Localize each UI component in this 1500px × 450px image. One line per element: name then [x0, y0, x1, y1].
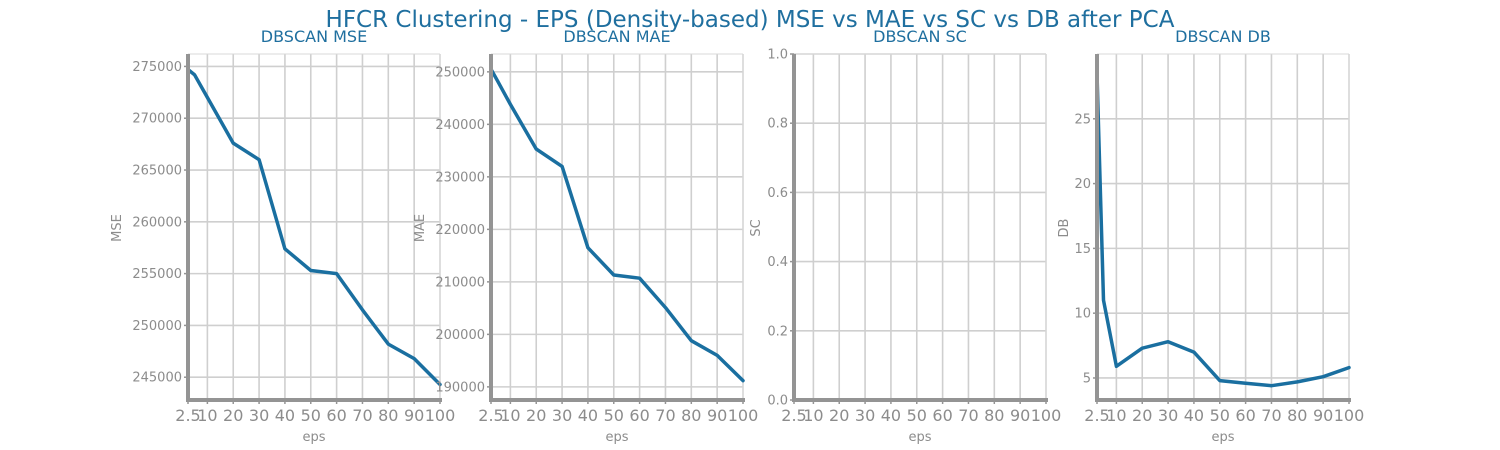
- y-tick-label: 200000: [435, 328, 485, 343]
- x-tick-label: 70: [1261, 406, 1281, 425]
- figure-title: HFCR Clustering - EPS (Density-based) MS…: [326, 7, 1175, 33]
- y-axis-label-sc: SC: [749, 219, 764, 236]
- y-tick-label: 250000: [435, 65, 485, 80]
- x-tick-label: 20: [223, 406, 243, 425]
- y-tick-label: 0.2: [767, 324, 788, 339]
- x-tick-label: 70: [958, 406, 978, 425]
- y-tick-label: 255000: [132, 267, 182, 282]
- y-tick-label: 210000: [435, 275, 485, 290]
- x-tick-label: 100: [1031, 406, 1062, 425]
- x-tick-label: 50: [907, 406, 927, 425]
- series-line-mae: [489, 67, 745, 383]
- y-tick-label: 20: [1074, 177, 1091, 192]
- x-tick-label: 60: [1235, 406, 1255, 425]
- y-axis-label-mae: MAE: [413, 214, 428, 242]
- x-tick-label: 20: [1132, 406, 1152, 425]
- x-tick-label: 2.5: [781, 406, 806, 425]
- y-tick-label: 5: [1083, 371, 1091, 386]
- y-tick-label: 0.6: [767, 186, 788, 201]
- x-tick-label: 30: [249, 406, 269, 425]
- x-tick-label: 30: [1158, 406, 1178, 425]
- y-tick-label: 25: [1074, 112, 1091, 127]
- y-tick-label: 1.0: [767, 48, 788, 63]
- y-axis-label-db: DB: [1057, 219, 1072, 238]
- chart-title-sc: DBSCAN SC: [873, 27, 967, 46]
- y-tick-label: 0.0: [767, 394, 788, 409]
- x-tick-label: 90: [1313, 406, 1333, 425]
- x-tick-label: 40: [881, 406, 901, 425]
- x-tick-label: 90: [404, 406, 424, 425]
- y-tick-label: 240000: [435, 118, 485, 133]
- grid-sc: [793, 53, 1047, 401]
- x-tick-label: 40: [578, 406, 598, 425]
- y-tick-label: 245000: [132, 371, 182, 386]
- x-axis-label-mae: eps: [605, 430, 628, 445]
- chart-title-mse: DBSCAN MSE: [261, 27, 367, 46]
- grid-db: [1096, 54, 1350, 400]
- chart-title-db: DBSCAN DB: [1175, 27, 1271, 46]
- x-tick-label: 40: [1184, 406, 1204, 425]
- y-tick-label: 220000: [435, 223, 485, 238]
- y-tick-label: 275000: [132, 60, 182, 75]
- x-tick-label: 80: [1287, 406, 1307, 425]
- x-tick-label: 30: [855, 406, 875, 425]
- x-tick-label: 10: [1106, 406, 1126, 425]
- chart-panel-db: DBSCAN DB eps DB 2.510 20 30 40 50 60 70 80 90 10…: [1057, 27, 1364, 445]
- y-tick-label: 15: [1074, 242, 1091, 257]
- chart-panel-mae: DBSCAN MAE eps MAE 2.510 20 30 40 50 60 70 80 90…: [413, 27, 758, 445]
- x-tick-label: 50: [604, 406, 624, 425]
- y-tick-label: 265000: [132, 164, 182, 179]
- y-tick-label: 250000: [132, 319, 182, 334]
- x-tick-label: 50: [301, 406, 321, 425]
- x-axis-label-mse: eps: [302, 430, 325, 445]
- x-tick-label: 90: [1010, 406, 1030, 425]
- y-tick-label: 190000: [435, 380, 485, 395]
- x-tick-label: 70: [655, 406, 675, 425]
- x-tick-label: 20: [526, 406, 546, 425]
- grid-mse: [187, 54, 441, 400]
- x-tick-label: 10: [500, 406, 520, 425]
- x-tick-label: 20: [829, 406, 849, 425]
- x-tick-label: 10: [197, 406, 217, 425]
- y-tick-label: 270000: [132, 112, 182, 127]
- x-tick-label: 50: [1210, 406, 1230, 425]
- x-axis-label-db: eps: [1211, 430, 1234, 445]
- chart-title-mae: DBSCAN MAE: [563, 27, 670, 46]
- x-tick-label: 2.5: [175, 406, 200, 425]
- x-tick-label: 80: [681, 406, 701, 425]
- x-tick-label: 80: [984, 406, 1004, 425]
- y-tick-label: 230000: [435, 170, 485, 185]
- x-tick-label: 60: [932, 406, 952, 425]
- x-tick-label: 100: [728, 406, 759, 425]
- y-tick-label: 260000: [132, 215, 182, 230]
- x-axis-label-sc: eps: [908, 430, 931, 445]
- x-tick-label: 2.5: [478, 406, 503, 425]
- x-tick-label: 90: [707, 406, 727, 425]
- x-tick-label: 60: [629, 406, 649, 425]
- y-tick-label: 0.4: [767, 255, 788, 270]
- series-line-db: [1095, 71, 1351, 388]
- x-tick-label: 100: [1334, 406, 1365, 425]
- x-tick-label: 70: [352, 406, 372, 425]
- y-tick-label: 10: [1074, 307, 1091, 322]
- series-line-mse: [186, 67, 442, 387]
- x-tick-label: 2.5: [1084, 406, 1109, 425]
- chart-panel-sc: DBSCAN SC eps SC 2.510 20 30 40 50 60 70 80 90 10…: [749, 27, 1061, 445]
- x-tick-label: 30: [552, 406, 572, 425]
- y-axis-label-mse: MSE: [110, 214, 125, 242]
- x-tick-label: 80: [378, 406, 398, 425]
- x-tick-label: 10: [803, 406, 823, 425]
- x-tick-label: 100: [425, 406, 456, 425]
- x-tick-label: 40: [275, 406, 295, 425]
- y-tick-label: 0.8: [767, 117, 788, 132]
- chart-panel-mse: DBSCAN MSE eps MSE 2.510 20 30 40 50 60 70 80 90…: [110, 27, 455, 445]
- x-tick-label: 60: [326, 406, 346, 425]
